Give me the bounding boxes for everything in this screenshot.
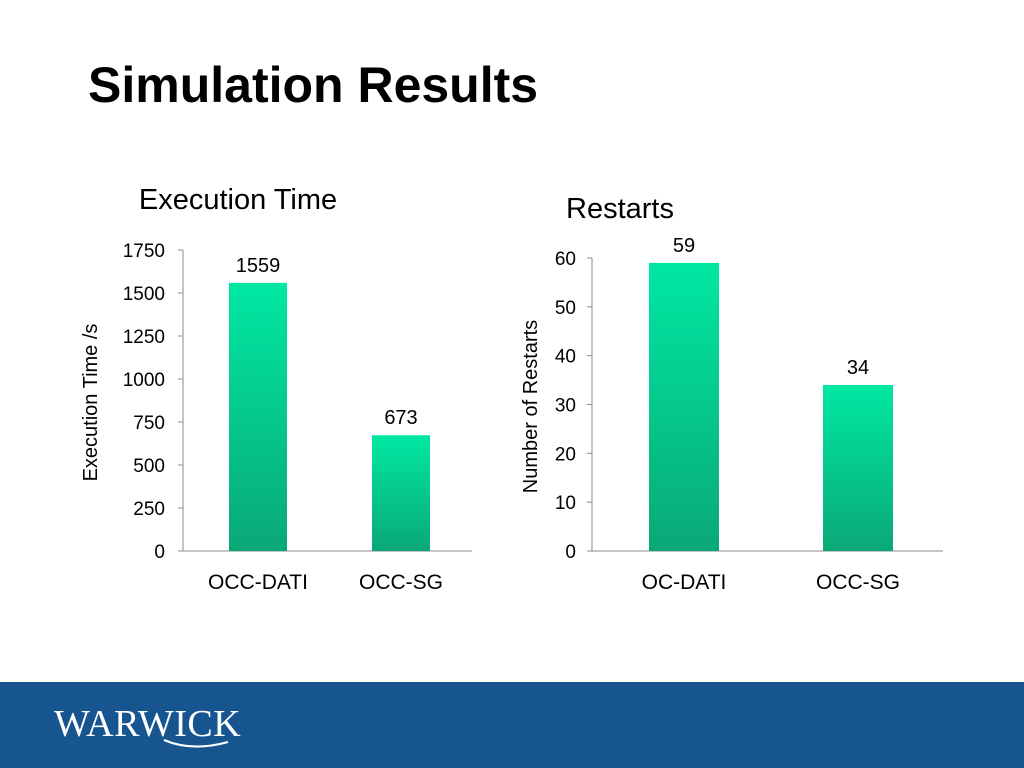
y-tick-label: 0 bbox=[565, 542, 576, 563]
y-tick-label: 20 bbox=[555, 444, 576, 465]
y-tick-label: 30 bbox=[555, 396, 576, 417]
data-label: 34 bbox=[847, 357, 869, 379]
slide-title: Simulation Results bbox=[88, 57, 539, 113]
y-tick-label: 750 bbox=[133, 413, 165, 434]
y-axis-label: Number of Restarts bbox=[520, 320, 542, 493]
y-tick-label: 40 bbox=[555, 347, 576, 368]
bar-occ-sg bbox=[372, 435, 430, 551]
footer-band bbox=[0, 682, 1024, 768]
x-category-label: OCC-SG bbox=[816, 571, 900, 594]
y-tick-label: 0 bbox=[154, 542, 165, 563]
execution-time-chart: Execution Time Execution Time /s 0 250 500 75… bbox=[80, 184, 472, 594]
data-label: 59 bbox=[673, 235, 695, 257]
y-tick-label: 1750 bbox=[123, 241, 165, 262]
chart-title: Restarts bbox=[566, 193, 674, 225]
y-axis-label: Execution Time /s bbox=[80, 324, 102, 482]
y-tick-label: 50 bbox=[555, 298, 576, 319]
y-tick-label: 250 bbox=[133, 499, 165, 520]
y-tick-label: 1000 bbox=[123, 370, 165, 391]
bar-occ-sg bbox=[823, 384, 893, 551]
data-label: 673 bbox=[384, 407, 417, 429]
x-category-label: OCC-DATI bbox=[208, 571, 308, 594]
logo-wordmark: WARWICK bbox=[54, 703, 241, 745]
x-category-label: OCC-SG bbox=[359, 571, 443, 594]
warwick-logo: WARWICK bbox=[54, 703, 241, 748]
bar-occ-dati bbox=[229, 282, 287, 551]
bar-oc-dati bbox=[649, 262, 719, 551]
y-tick-label: 1500 bbox=[123, 284, 165, 305]
y-tick-label: 1250 bbox=[123, 327, 165, 348]
logo-swoosh bbox=[163, 738, 229, 748]
chart-title: Execution Time bbox=[139, 184, 337, 216]
y-tick-label: 500 bbox=[133, 456, 165, 477]
y-tick-label: 10 bbox=[555, 493, 576, 514]
y-tick-label: 60 bbox=[555, 249, 576, 270]
data-label: 1559 bbox=[236, 255, 281, 277]
restarts-chart: Restarts Number of Restarts 0 10 20 30 40 50 60 5… bbox=[520, 193, 943, 594]
x-category-label: OC-DATI bbox=[642, 571, 727, 594]
